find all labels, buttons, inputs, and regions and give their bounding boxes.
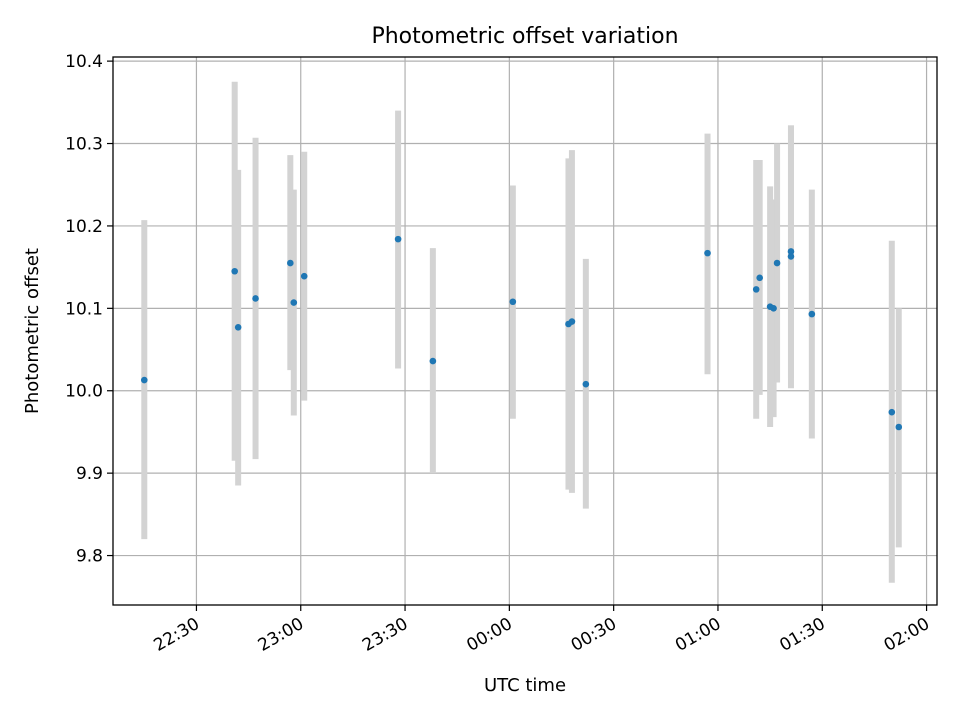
data-point (770, 305, 777, 312)
data-point (895, 423, 903, 431)
data-point (787, 253, 795, 260)
y-tick-label: 10.4 (65, 52, 103, 72)
data-point (509, 298, 517, 306)
y-tick-label: 10.1 (65, 299, 103, 319)
y-tick-label: 9.8 (76, 547, 103, 567)
y-tick-label: 10.3 (65, 135, 103, 155)
data-point (394, 235, 402, 243)
data-point (787, 248, 795, 255)
data-points (140, 235, 903, 431)
data-point (582, 380, 590, 388)
data-point (773, 259, 781, 267)
data-point (568, 318, 576, 325)
data-point (231, 267, 238, 275)
y-tick-label: 10.2 (65, 217, 103, 237)
grid (113, 57, 937, 605)
data-point (252, 295, 259, 302)
y-tick-label: 10.0 (65, 382, 103, 402)
data-point (234, 323, 242, 331)
data-point (808, 310, 816, 318)
plot-frame (112, 56, 938, 606)
data-point (888, 408, 896, 416)
data-point (290, 299, 298, 306)
data-point (300, 272, 308, 280)
y-tick-label: 9.9 (76, 464, 103, 484)
y-axis-label: Photometric offset (22, 248, 43, 414)
data-point (704, 249, 711, 257)
chart-title: Photometric offset variation (371, 24, 678, 49)
x-axis-label: UTC time (484, 675, 566, 696)
data-point (429, 357, 437, 365)
data-point (752, 286, 760, 293)
data-point (287, 259, 294, 267)
data-point (140, 376, 148, 384)
data-point (756, 274, 763, 282)
